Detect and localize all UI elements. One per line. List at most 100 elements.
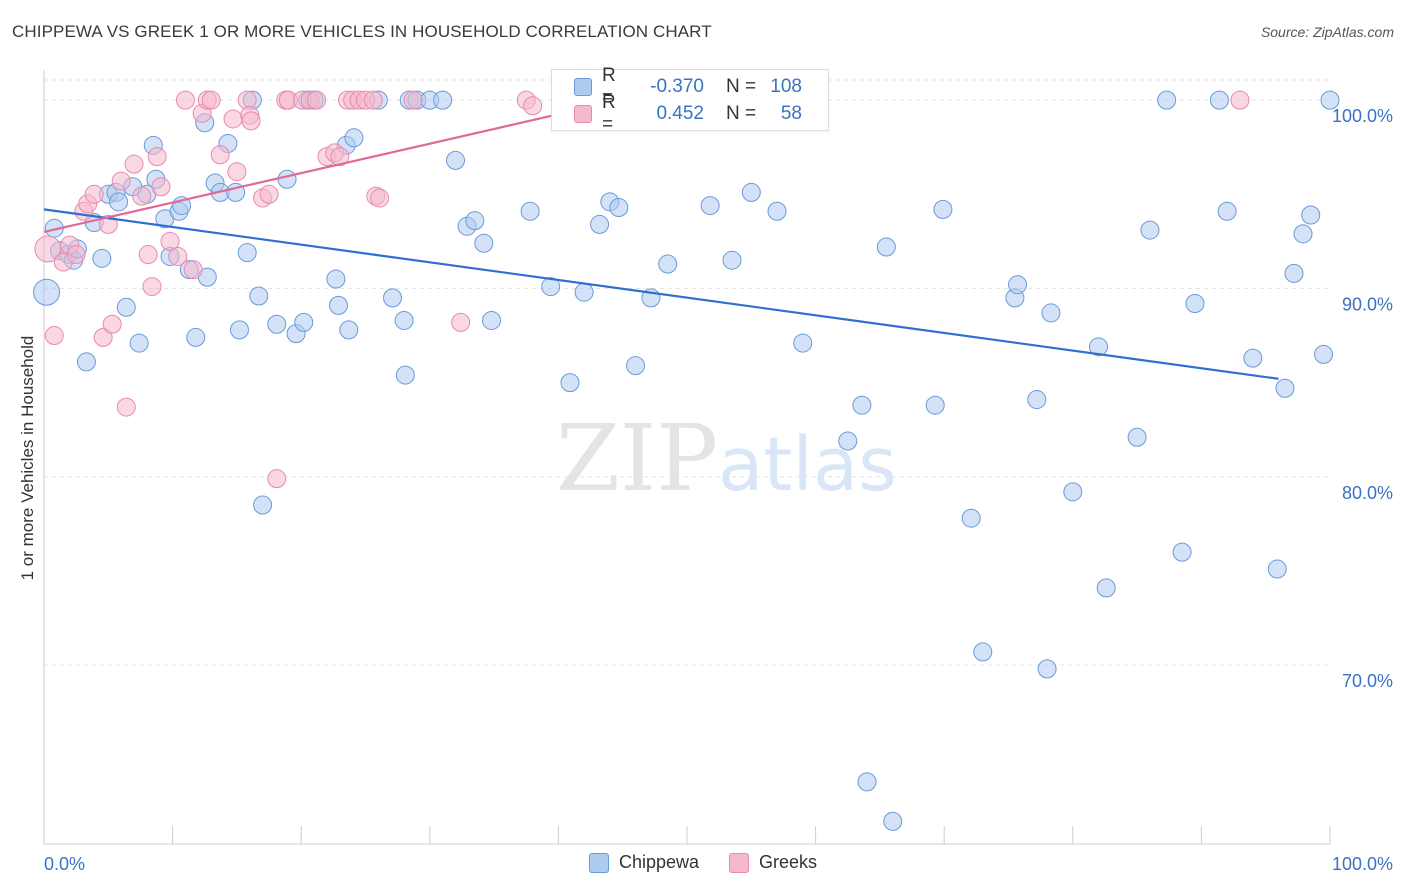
greeks-point [183, 260, 203, 280]
greeks-point [44, 326, 64, 346]
chippewa-point [1157, 90, 1177, 110]
greeks-point [523, 96, 543, 116]
legend-item-chippewa[interactable]: Chippewa [588, 852, 700, 873]
y-axis-label: 1 or more Vehicles in Household [18, 335, 37, 581]
greeks-point [227, 162, 247, 182]
chippewa-point [700, 196, 720, 216]
greeks-point [93, 327, 113, 347]
chippewa-point [76, 352, 96, 372]
chart-title: CHIPPEWA VS GREEK 1 OR MORE VEHICLES IN … [12, 22, 712, 41]
n-value: 108 [770, 76, 802, 97]
chippewa-point [1027, 390, 1047, 410]
n-label: N = [726, 76, 757, 97]
chippewa-point [1127, 427, 1147, 447]
greeks-points [34, 90, 1250, 489]
greeks-point [124, 154, 144, 174]
chippewa-point [1063, 482, 1083, 502]
r-value: -0.370 [650, 76, 704, 97]
chippewa-point [1089, 337, 1109, 357]
chippewa-point [1293, 224, 1313, 244]
greeks-point [111, 171, 131, 191]
greeks-point [210, 145, 230, 165]
greeks-point [84, 184, 104, 204]
greeks-point [1230, 90, 1250, 110]
legend-item-greeks[interactable]: Greeks [729, 852, 817, 873]
chippewa-point [767, 201, 787, 221]
greeks-point [175, 90, 195, 110]
legend-label-chippewa: Chippewa [618, 852, 700, 872]
greeks-point [363, 90, 383, 110]
chippewa-point [1320, 90, 1340, 110]
greeks-point [142, 277, 162, 297]
chippewa-point [33, 278, 61, 306]
chippewa-point [394, 310, 414, 330]
chippewa-point [793, 333, 813, 353]
chippewa-point [383, 288, 403, 308]
chippewa-point [482, 310, 502, 330]
chippewa-point [1267, 559, 1287, 579]
r-value: 0.452 [656, 103, 704, 124]
chippewa-point [253, 495, 273, 515]
greeks-swatch [574, 105, 592, 123]
series-legend: Chippewa Greeks [0, 852, 1406, 873]
chippewa-point [116, 297, 136, 317]
chippewa-point [1217, 201, 1237, 221]
chippewa-point [249, 286, 269, 306]
chippewa-point [741, 182, 761, 202]
chippewa-point [465, 211, 485, 231]
greeks-point [201, 90, 221, 110]
y-tick-label: 100.0% [1332, 106, 1393, 126]
greeks-point [168, 246, 188, 266]
chippewa-point [973, 642, 993, 662]
chippewa-point [1275, 378, 1295, 398]
chippewa-point [1209, 90, 1229, 110]
chippewa-point [186, 327, 206, 347]
stats-legend: R = -0.370 N = 108 R = 0.452 N = 58 [551, 65, 829, 135]
chippewa-point [267, 314, 287, 334]
legend-label-greeks: Greeks [759, 852, 818, 872]
source-label: Source: ZipAtlas.com [1260, 24, 1394, 40]
chippewa-point [326, 269, 346, 289]
chippewa-point [1314, 344, 1334, 364]
chippewa-point [838, 431, 858, 451]
chippewa-point [1096, 578, 1116, 598]
n-value: 58 [780, 103, 802, 124]
chippewa-point [1041, 303, 1061, 323]
chippewa-point [961, 508, 981, 528]
chippewa-point [474, 233, 494, 253]
greeks-point [138, 245, 158, 265]
x-tick-label-max: 100.0% [1332, 854, 1393, 874]
greeks-point [151, 177, 171, 197]
chippewa-point [1172, 542, 1192, 562]
chippewa-trendline [43, 208, 1279, 380]
greeks-point [66, 245, 86, 265]
watermark-atlas: atlas [718, 422, 897, 508]
chippewa-point [1301, 205, 1321, 225]
legend-row-chippewa: R = -0.370 N = 108 [574, 65, 802, 108]
chippewa-point [658, 254, 678, 274]
chippewa-point [229, 320, 249, 340]
y-tick-label: 70.0% [1342, 671, 1393, 691]
greeks-point [223, 109, 243, 129]
chippewa-point [883, 811, 903, 831]
chippewa-point [446, 150, 466, 170]
chippewa-point [574, 282, 594, 302]
chippewa-point [590, 214, 610, 234]
greeks-point [34, 235, 62, 263]
chippewa-point [1243, 348, 1263, 368]
chippewa-point [339, 320, 359, 340]
chippewa-point [560, 373, 580, 393]
chippewa-point [237, 243, 257, 263]
greeks-point [147, 147, 167, 167]
chippewa-point [129, 333, 149, 353]
chippewa-point [433, 90, 453, 110]
chippewa-point [857, 772, 877, 792]
n-label: N = [726, 103, 757, 124]
chippewa-point [328, 295, 348, 315]
chippewa-point [541, 277, 561, 297]
chippewa-point [626, 356, 646, 376]
greeks-point [259, 184, 279, 204]
greeks-swatch [729, 852, 750, 873]
r-label: R = [602, 92, 616, 135]
